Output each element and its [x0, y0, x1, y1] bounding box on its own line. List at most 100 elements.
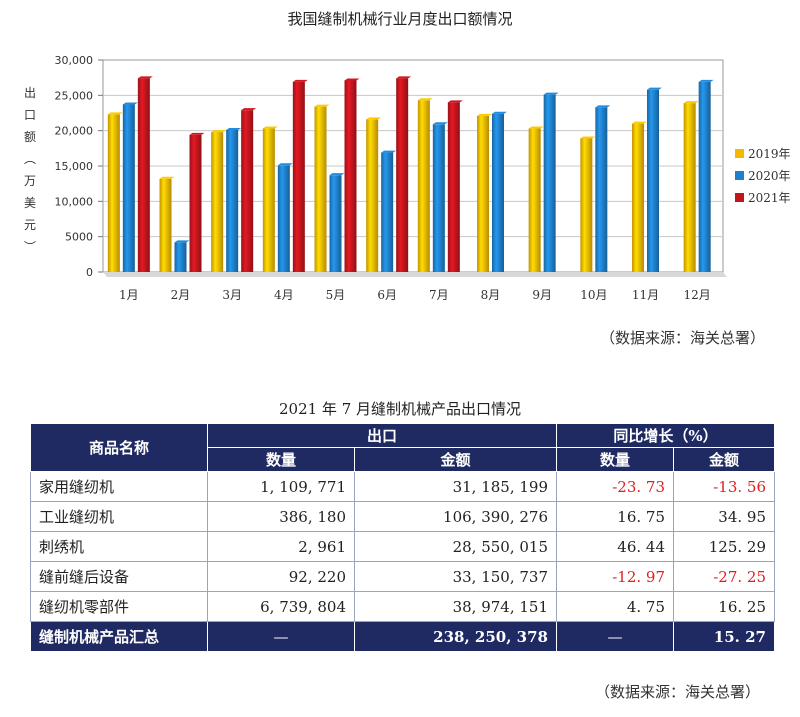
row-qty-growth: 46. 44: [556, 531, 674, 562]
bar-2020年-10月: [595, 107, 608, 272]
table-source-note: （数据来源：海关总署）: [595, 683, 761, 701]
bar-top: [211, 130, 227, 133]
plot-floor: [103, 272, 727, 277]
bar-2019年-5月: [314, 106, 327, 272]
row-amount: 28, 550, 015: [354, 531, 557, 562]
total-name: 缝制机械产品汇总: [30, 621, 208, 652]
x-tick-label: 1月: [119, 288, 139, 302]
y-tick-label: 30,000: [55, 54, 94, 67]
x-tick-label: 12月: [684, 288, 711, 302]
bar-top: [189, 132, 205, 135]
bar-2020年-5月: [329, 175, 342, 272]
row-amount: 38, 974, 151: [354, 591, 557, 622]
table-row: 缝前缝后设备 92, 220 33, 150, 737 -12. 97 -27.…: [30, 561, 775, 592]
x-tick-label: 10月: [580, 288, 607, 302]
bar-2020年-9月: [543, 94, 556, 272]
bar-top: [122, 102, 138, 105]
bar-top: [477, 113, 492, 116]
row-amount: 106, 390, 276: [354, 501, 557, 532]
row-qty-growth: 16. 75: [556, 501, 674, 532]
export-table: 商品名称 出口 同比增长（%） 数量 金额 数量 金额 家用缝纫机 1, 109…: [30, 423, 775, 652]
bar-top: [174, 240, 190, 243]
x-tick-label: 8月: [481, 288, 501, 302]
header-product-name: 商品名称: [30, 423, 208, 472]
row-amount-growth: 125. 29: [673, 531, 775, 562]
row-qty-growth: -23. 73: [556, 471, 674, 502]
bar-2020年-2月: [174, 242, 187, 272]
bar-top: [647, 87, 662, 90]
legend-swatch: [735, 171, 744, 180]
row-name: 刺绣机: [30, 531, 208, 562]
total-qty: —: [207, 621, 355, 652]
bar-2019年-11月: [632, 123, 644, 272]
total-amount: 238, 250, 378: [354, 621, 557, 652]
row-amount-growth: -13. 56: [673, 471, 775, 502]
bar-top: [292, 79, 308, 82]
y-tick-label: 10,000: [55, 195, 94, 208]
header-growth-amount: 金额: [673, 447, 775, 472]
row-qty: 386, 180: [207, 501, 355, 532]
bar-top: [396, 76, 412, 79]
row-qty: 2, 961: [207, 531, 355, 562]
x-tick-label: 3月: [222, 288, 242, 302]
bar-top: [381, 150, 397, 153]
legend-swatch: [735, 149, 744, 158]
row-name: 工业缝纫机: [30, 501, 208, 532]
bar-top: [543, 92, 559, 95]
bar-2019年-1月: [107, 114, 120, 272]
header-export-qty: 数量: [207, 447, 355, 472]
bar-top: [159, 176, 175, 179]
bar-2021年-4月: [292, 81, 305, 272]
header-growth: 同比增长（%）: [556, 423, 775, 448]
row-amount: 31, 185, 199: [354, 471, 557, 502]
bar-2021年-2月: [189, 134, 202, 272]
x-tick-label: 7月: [429, 288, 449, 302]
row-amount-growth: -27. 25: [673, 561, 775, 592]
x-tick-label: 4月: [274, 288, 294, 302]
bar-2020年-4月: [277, 165, 290, 272]
bar-2020年-7月: [432, 124, 445, 272]
x-tick-label: 5月: [326, 288, 346, 302]
legend-label: 2020年: [748, 169, 791, 183]
bar-2021年-7月: [447, 102, 460, 273]
y-tick-label: 15,000: [55, 160, 94, 173]
row-qty-growth: 4. 75: [556, 591, 674, 622]
bar-2020年-12月: [698, 81, 711, 272]
total-amount-growth: 15. 27: [673, 621, 775, 652]
bar-2020年-11月: [647, 89, 659, 273]
bar-top: [595, 105, 611, 108]
bar-top: [698, 79, 714, 82]
row-amount-growth: 16. 25: [673, 591, 775, 622]
bar-2019年-6月: [366, 119, 379, 272]
x-tick-label: 11月: [632, 288, 659, 302]
chart-source-note: （数据来源：海关总署）: [600, 329, 766, 347]
bar-2019年-2月: [159, 178, 172, 272]
header-export: 出口: [207, 423, 557, 448]
bar-top: [683, 101, 699, 104]
row-qty: 92, 220: [207, 561, 355, 592]
bar-2020年-1月: [122, 104, 135, 273]
bar-2019年-3月: [211, 132, 224, 272]
bar-2019年-9月: [528, 128, 541, 272]
bar-2021年-1月: [137, 78, 150, 272]
legend-label: 2019年: [748, 147, 791, 161]
row-amount: 33, 150, 737: [354, 561, 557, 592]
bar-2019年-4月: [262, 128, 275, 272]
y-tick-label: 0: [86, 266, 93, 279]
bar-top: [580, 136, 596, 139]
bar-top: [492, 111, 507, 114]
x-tick-label: 9月: [532, 288, 552, 302]
row-name: 缝前缝后设备: [30, 561, 208, 592]
bar-2021年-3月: [241, 110, 254, 272]
bar-top: [241, 108, 257, 111]
table-title: 2021 年 7 月缝制机械产品出口情况: [278, 400, 522, 418]
header-export-amount: 金额: [354, 447, 557, 472]
row-qty-growth: -12. 97: [556, 561, 674, 592]
y-tick-label: 20,000: [55, 125, 94, 138]
y-axis-label: 出口额 ︵ 万美元 ︶: [23, 86, 36, 254]
bar-2019年-12月: [683, 103, 696, 273]
bar-2019年-10月: [580, 138, 593, 272]
bar-2021年-5月: [344, 80, 357, 272]
row-qty: 1, 109, 771: [207, 471, 355, 502]
row-amount-growth: 34. 95: [673, 501, 775, 532]
